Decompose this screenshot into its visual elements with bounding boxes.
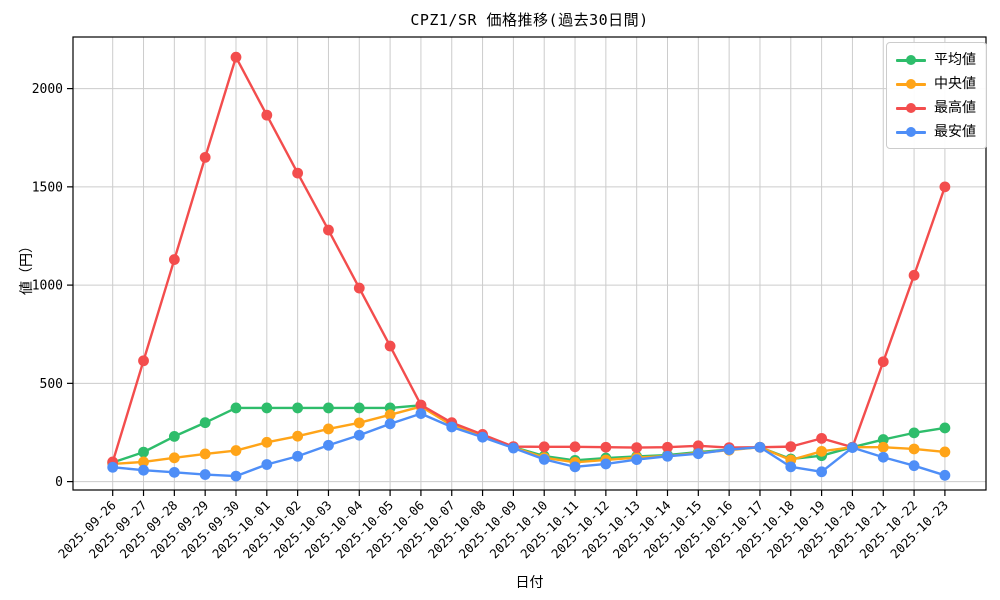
legend-marker-median-icon — [896, 78, 926, 90]
data-point-average — [168, 431, 180, 442]
data-point-min — [662, 450, 673, 462]
data-point-average — [353, 402, 365, 414]
data-point-max — [662, 441, 673, 453]
data-point-min — [261, 459, 273, 470]
data-point-average — [261, 402, 273, 414]
y-tick-label: 1500 — [32, 180, 63, 195]
data-point-min — [168, 466, 180, 478]
y-tick-label: 500 — [40, 377, 63, 392]
y-tick-label: 0 — [55, 475, 63, 490]
data-point-min — [353, 429, 365, 441]
data-point-max — [631, 442, 643, 454]
data-point-median — [138, 456, 149, 468]
data-point-min — [785, 461, 797, 473]
data-point-max — [323, 224, 334, 236]
data-point-min — [877, 451, 889, 463]
chart-title: CPZ1/SR 価格推移(過去30日間) — [410, 11, 649, 29]
data-point-min — [816, 466, 828, 478]
data-point-max — [600, 441, 612, 453]
data-point-min — [939, 469, 951, 481]
data-point-median — [816, 445, 828, 457]
data-point-max — [939, 181, 951, 193]
y-tick-label: 1000 — [32, 279, 63, 294]
data-point-max — [692, 440, 704, 452]
data-point-max — [415, 399, 427, 411]
data-point-median — [384, 409, 396, 421]
data-point-max — [199, 151, 211, 163]
data-point-min — [446, 421, 458, 433]
data-point-max — [230, 51, 242, 63]
legend-label: 最安値 — [934, 123, 976, 140]
data-point-min — [692, 448, 704, 460]
legend-item-median: 中央値 — [896, 74, 976, 93]
data-point-average — [199, 417, 211, 429]
data-point-min — [107, 461, 119, 473]
series-line-min — [111, 412, 947, 478]
legend-item-max: 最高値 — [896, 98, 976, 117]
data-point-min — [199, 469, 211, 480]
data-point-average — [138, 446, 149, 458]
data-point-min — [847, 442, 858, 454]
legend-marker-average-icon — [896, 54, 926, 66]
data-point-median — [199, 448, 211, 460]
data-point-average — [323, 402, 334, 414]
legend-label: 平均値 — [934, 51, 976, 68]
data-point-min — [631, 454, 643, 465]
legend-marker-min-icon — [896, 126, 926, 138]
legend-marker-max-icon — [896, 102, 926, 114]
legend-label: 最高値 — [934, 99, 976, 116]
y-axis-label: 値（円） — [19, 239, 35, 295]
data-point-max — [353, 282, 365, 294]
data-point-min — [415, 408, 427, 420]
data-point-min — [569, 461, 581, 473]
data-point-average — [230, 402, 242, 414]
data-point-min — [138, 464, 149, 476]
data-point-min — [600, 458, 612, 470]
data-point-max — [785, 441, 797, 453]
data-point-max — [908, 269, 920, 281]
data-point-average — [292, 402, 304, 414]
data-point-average — [877, 434, 889, 445]
data-point-max — [816, 432, 828, 444]
data-point-max — [877, 356, 889, 368]
data-point-median — [939, 446, 951, 458]
data-point-min — [477, 431, 488, 443]
data-point-median — [323, 423, 334, 435]
data-point-min — [908, 460, 920, 472]
data-point-min — [507, 442, 519, 454]
data-point-max — [138, 355, 149, 367]
series-line-max — [111, 55, 947, 464]
x-axis-label: 日付 — [515, 575, 544, 591]
data-point-max — [538, 441, 550, 453]
data-point-median — [230, 445, 242, 456]
legend-item-average: 平均値 — [896, 50, 976, 69]
legend: 平均値 中央値 最高値 最安値 — [886, 42, 987, 149]
data-point-max — [168, 254, 180, 265]
data-point-median — [292, 430, 304, 442]
data-point-median — [168, 452, 180, 464]
data-point-min — [292, 450, 304, 462]
data-point-min — [230, 470, 242, 482]
data-point-min — [538, 453, 550, 465]
data-point-median — [877, 441, 889, 453]
legend-item-min: 最安値 — [896, 122, 976, 141]
data-point-median — [908, 443, 920, 455]
data-point-average — [939, 422, 951, 434]
data-point-median — [353, 417, 365, 429]
plot-border — [72, 36, 987, 491]
legend-label: 中央値 — [934, 75, 976, 92]
data-point-min — [754, 441, 766, 453]
data-point-max — [292, 167, 304, 179]
data-point-min — [723, 444, 735, 455]
data-point-max — [384, 340, 396, 352]
data-point-median — [261, 436, 273, 448]
y-tick-label: 2000 — [32, 82, 63, 97]
data-point-max — [261, 109, 273, 121]
data-point-average — [908, 427, 920, 439]
data-point-min — [384, 418, 396, 430]
data-point-max — [569, 441, 581, 453]
data-point-min — [323, 439, 334, 451]
